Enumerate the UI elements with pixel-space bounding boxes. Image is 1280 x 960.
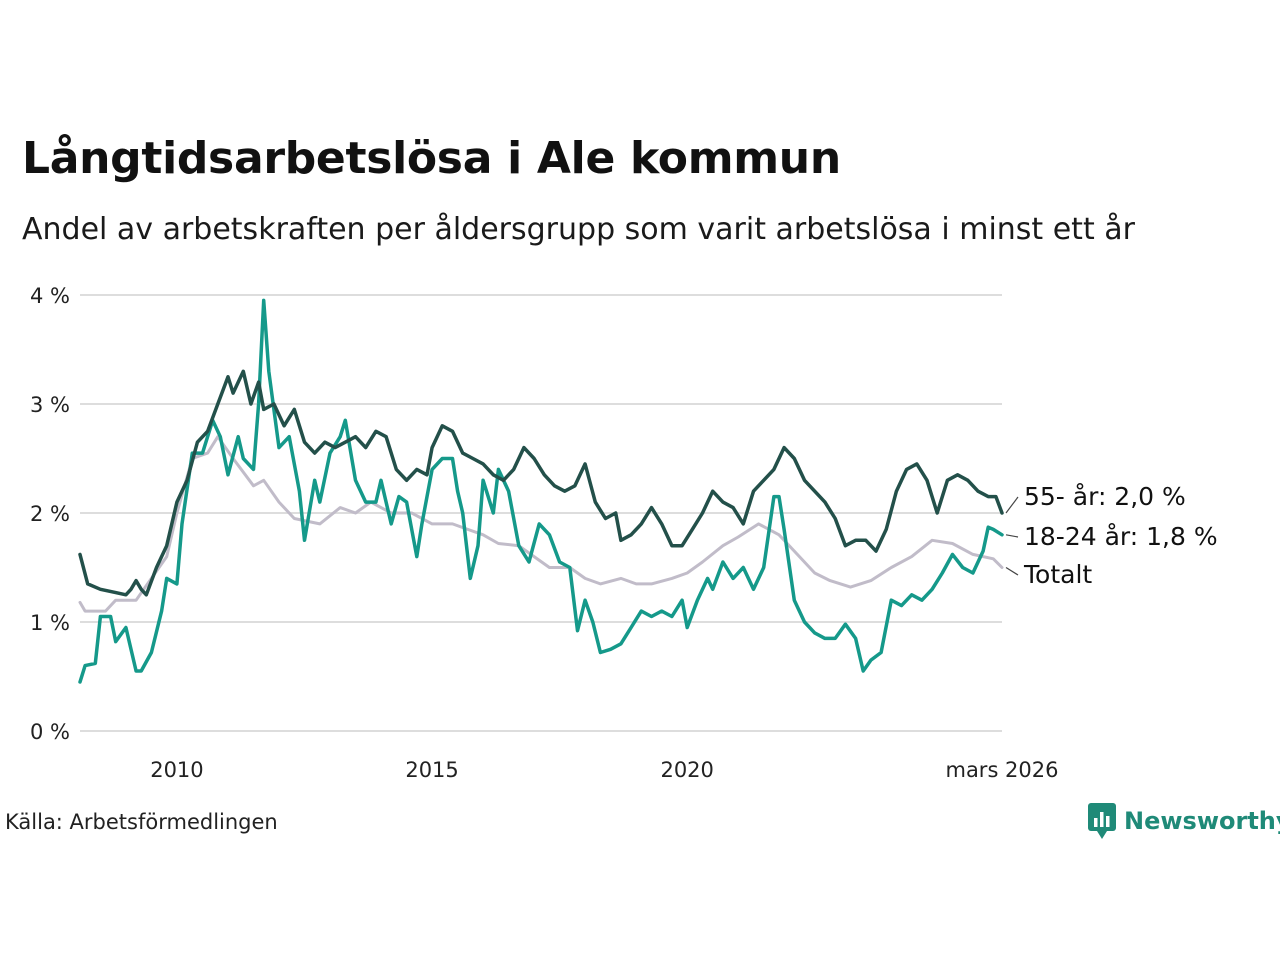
x-tick-label: 2015 [405, 758, 458, 782]
newsworthy-brand[interactable]: Newsworthy [1088, 803, 1280, 839]
y-tick-label: 1 % [30, 611, 70, 635]
x-tick-label: 2010 [150, 758, 203, 782]
series-label-leader [1005, 534, 1019, 538]
series-label-leader [1005, 496, 1019, 514]
chart-subtitle: Andel av arbetskraften per åldersgrupp s… [22, 212, 1135, 247]
source-note: Källa: Arbetsförmedlingen [5, 810, 278, 834]
series-label-leader [1005, 566, 1019, 576]
series-end-label: 18-24 år: 1,8 % [1024, 522, 1218, 551]
y-tick-label: 0 % [30, 720, 70, 744]
series-end-label: 55- år: 2,0 % [1024, 482, 1186, 511]
y-tick-label: 4 % [30, 284, 70, 308]
line-chart: 0 % 1 % 2 % 3 % 4 % 2010 2015 2020 mars 2026 Tota… [30, 284, 1218, 782]
brand-name: Newsworthy [1124, 807, 1280, 835]
series-end-label: Totalt [1023, 560, 1092, 589]
series-line-s1824 [78, 298, 1004, 684]
chart-title: Långtidsarbetslösa i Ale kommun [22, 133, 841, 184]
x-tick-label: 2020 [660, 758, 713, 782]
newsworthy-logo-icon [1088, 803, 1116, 839]
x-tick-label: mars 2026 [945, 758, 1058, 782]
series-line-s55 [78, 369, 1004, 597]
y-tick-label: 2 % [30, 502, 70, 526]
y-tick-label: 3 % [30, 393, 70, 417]
